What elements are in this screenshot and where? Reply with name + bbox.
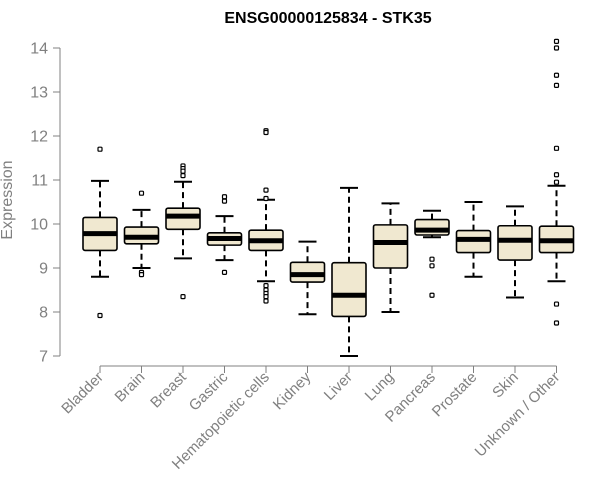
outlier-point [97,312,103,319]
box-unknown-other [538,38,575,326]
box-hematopoietic-cells [248,128,284,304]
x-tick-label: Breast [147,368,190,411]
outlier-point [553,82,560,89]
x-tick-label: Bladder [58,369,107,418]
y-tick-label: 8 [39,305,48,322]
iqr-box [165,207,201,231]
y-tick-label: 9 [39,261,48,278]
outlier-point [180,168,186,174]
x-tick-label: Prostate [429,369,481,421]
y-tick-label: 7 [39,349,48,366]
outlier-point [138,190,145,196]
outlier-point [180,173,186,179]
outlier-point [429,263,435,269]
boxes-layer [82,38,575,357]
outlier-point [180,294,186,300]
outlier-point [553,45,560,51]
y-tick-label: 14 [30,41,48,58]
outlier-point [97,146,103,152]
outlier-point [553,179,560,185]
x-tick-label: Liver [321,369,356,404]
box-kidney [289,240,326,316]
y-tick-label: 13 [30,85,48,102]
box-breast [165,163,201,300]
outlier-point [138,272,145,278]
iqr-box [331,261,367,318]
iqr-box [497,224,533,261]
outlier-point [263,298,269,304]
outlier-point [263,294,269,300]
outlier-point [263,129,269,136]
outlier-point [553,320,560,326]
box-gastric [206,194,243,275]
x-tick-label: Skin [489,369,522,402]
box-skin [497,205,533,299]
y-tick-label: 12 [30,129,48,146]
box-lung [372,202,409,313]
iqr-box [372,224,409,269]
outlier-point [553,145,560,151]
box-brain [123,190,160,278]
box-liver [331,186,367,357]
outlier-point [553,172,560,178]
x-tick-label: Lung [362,369,398,405]
outlier-point [553,72,560,78]
y-axis: 7 8 9 10 11 12 13 14 [30,41,61,366]
y-axis-label: Expression [0,160,16,239]
outlier-point [553,38,560,45]
y-tick-label: 11 [31,173,48,190]
outlier-point [263,283,269,289]
outlier-point [221,198,228,204]
x-tick-label: Kidney [270,368,315,413]
box-prostate [455,201,492,278]
outlier-point [263,195,269,202]
outlier-point [553,301,560,307]
iqr-box [414,218,450,236]
y-tick-label: 10 [30,217,48,234]
chart-title: ENSG00000125834 - STK35 [224,10,431,27]
box-bladder [82,146,118,319]
outlier-point [221,194,228,200]
outlier-point [263,187,269,193]
box-pancreas [414,209,450,298]
outlier-point [221,269,228,275]
outlier-point [429,256,435,262]
outlier-point [429,292,435,298]
x-tick-label: Brain [112,369,149,406]
